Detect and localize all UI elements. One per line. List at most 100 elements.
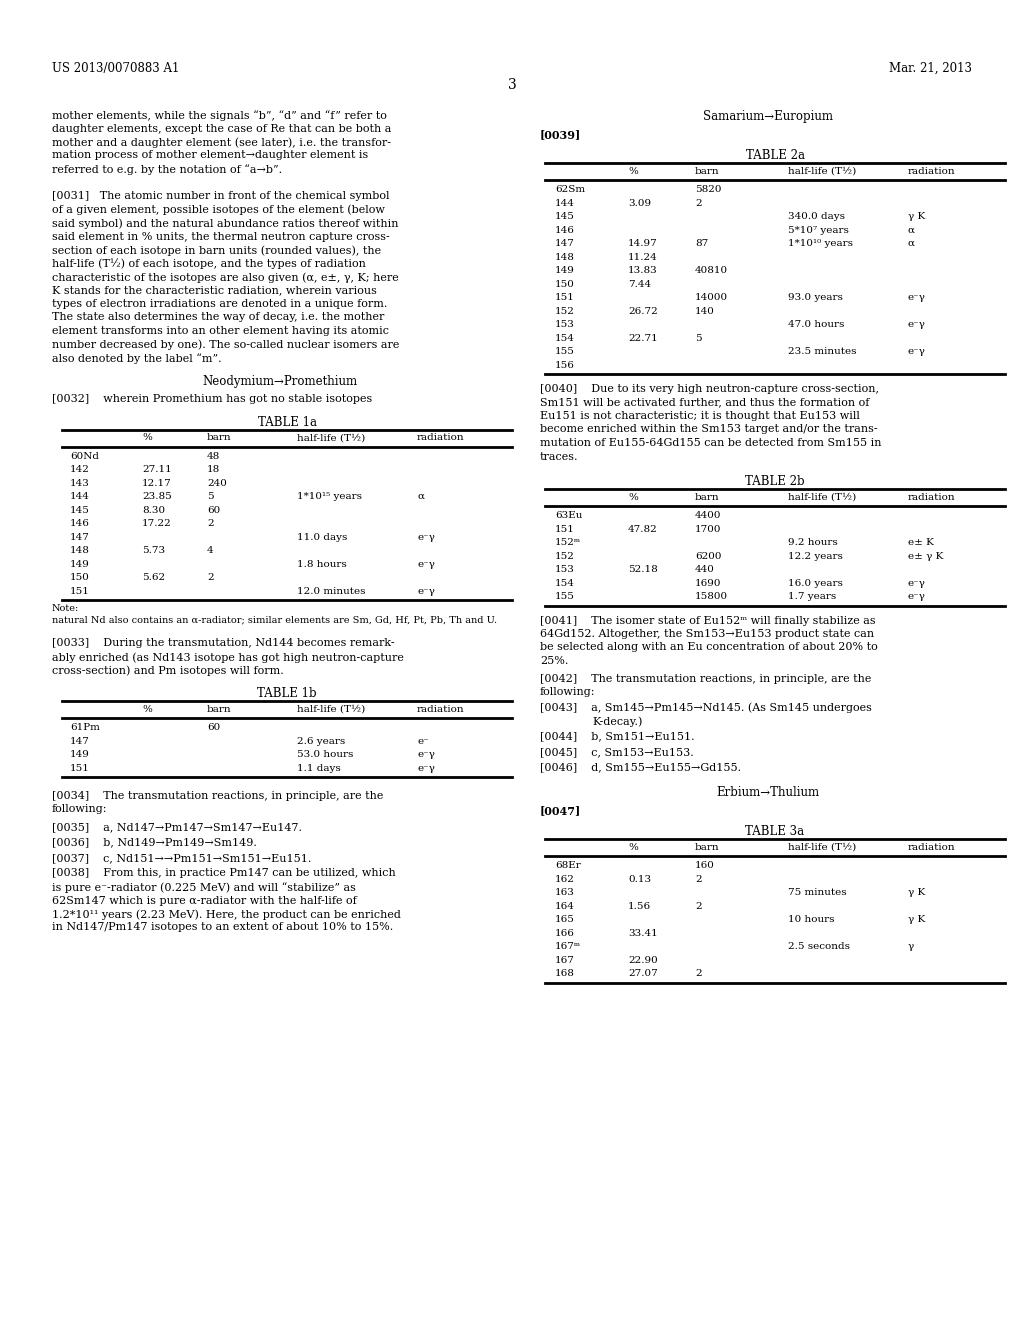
Text: referred to e.g. by the notation of “a→b”.: referred to e.g. by the notation of “a→b… [52, 164, 283, 174]
Text: Samarium→Europium: Samarium→Europium [702, 110, 833, 123]
Text: become enriched within the Sm153 target and/or the trans-: become enriched within the Sm153 target … [540, 425, 878, 434]
Text: 340.0 days: 340.0 days [788, 213, 845, 222]
Text: %: % [628, 843, 638, 851]
Text: barn: barn [695, 492, 720, 502]
Text: 153: 153 [555, 321, 574, 329]
Text: is pure e⁻-radiator (0.225 MeV) and will “stabilize” as: is pure e⁻-radiator (0.225 MeV) and will… [52, 882, 356, 892]
Text: γ K: γ K [908, 213, 926, 222]
Text: [0041]    The isomer state of Eu152ᵐ will finally stabilize as: [0041] The isomer state of Eu152ᵐ will f… [540, 615, 876, 626]
Text: half-life (T½) of each isotope, and the types of radiation: half-life (T½) of each isotope, and the … [52, 259, 366, 269]
Text: 11.24: 11.24 [628, 252, 657, 261]
Text: 26.72: 26.72 [628, 306, 657, 315]
Text: γ K: γ K [908, 915, 926, 924]
Text: 5: 5 [207, 492, 214, 502]
Text: 163: 163 [555, 888, 574, 898]
Text: %: % [142, 433, 152, 442]
Text: α: α [908, 239, 915, 248]
Text: mation process of mother element→daughter element is: mation process of mother element→daughte… [52, 150, 369, 161]
Text: 142: 142 [70, 465, 90, 474]
Text: 149: 149 [70, 560, 90, 569]
Text: [0042]    The transmutation reactions, in principle, are the: [0042] The transmutation reactions, in p… [540, 673, 871, 684]
Text: barn: barn [207, 433, 231, 442]
Text: Neodymium→Promethium: Neodymium→Promethium [202, 375, 357, 388]
Text: 143: 143 [70, 479, 90, 488]
Text: 1.7 years: 1.7 years [788, 593, 837, 601]
Text: 25%.: 25%. [540, 656, 568, 667]
Text: mother elements, while the signals “b”, “d” and “f” refer to: mother elements, while the signals “b”, … [52, 110, 387, 121]
Text: [0034]    The transmutation reactions, in principle, are the: [0034] The transmutation reactions, in p… [52, 791, 383, 801]
Text: radiation: radiation [908, 843, 955, 851]
Text: 166: 166 [555, 929, 574, 937]
Text: 33.41: 33.41 [628, 929, 657, 937]
Text: 14000: 14000 [695, 293, 728, 302]
Text: half-life (T½): half-life (T½) [297, 433, 366, 442]
Text: 48: 48 [207, 451, 220, 461]
Text: 2: 2 [207, 573, 214, 582]
Text: 23.85: 23.85 [142, 492, 172, 502]
Text: 17.22: 17.22 [142, 519, 172, 528]
Text: 22.71: 22.71 [628, 334, 657, 343]
Text: e⁻: e⁻ [417, 737, 429, 746]
Text: 148: 148 [70, 546, 90, 556]
Text: US 2013/0070883 A1: US 2013/0070883 A1 [52, 62, 179, 75]
Text: half-life (T½): half-life (T½) [788, 843, 856, 851]
Text: e⁻γ: e⁻γ [908, 578, 926, 587]
Text: 5: 5 [695, 334, 701, 343]
Text: 12.2 years: 12.2 years [788, 552, 843, 561]
Text: 147: 147 [70, 533, 90, 541]
Text: 151: 151 [70, 587, 90, 595]
Text: e⁻γ: e⁻γ [417, 560, 435, 569]
Text: 1*10¹⁵ years: 1*10¹⁵ years [297, 492, 362, 502]
Text: 75 minutes: 75 minutes [788, 888, 847, 898]
Text: 63Eu: 63Eu [555, 511, 583, 520]
Text: 60: 60 [207, 506, 220, 515]
Text: 145: 145 [555, 213, 574, 222]
Text: 151: 151 [70, 764, 90, 772]
Text: 47.0 hours: 47.0 hours [788, 321, 845, 329]
Text: 8.30: 8.30 [142, 506, 165, 515]
Text: 22.90: 22.90 [628, 956, 657, 965]
Text: radiation: radiation [908, 168, 955, 176]
Text: 18: 18 [207, 465, 220, 474]
Text: 167ᵐ: 167ᵐ [555, 942, 582, 952]
Text: 155: 155 [555, 593, 574, 601]
Text: 1.56: 1.56 [628, 902, 651, 911]
Text: [0033]    During the transmutation, Nd144 becomes remark-: [0033] During the transmutation, Nd144 b… [52, 639, 394, 648]
Text: 4: 4 [207, 546, 214, 556]
Text: 5.73: 5.73 [142, 546, 165, 556]
Text: natural Nd also contains an α-radiator; similar elements are Sm, Gd, Hf, Pt, Pb,: natural Nd also contains an α-radiator; … [52, 615, 497, 624]
Text: 2: 2 [207, 519, 214, 528]
Text: α: α [908, 226, 915, 235]
Text: 148: 148 [555, 252, 574, 261]
Text: [0036]    b, Nd149→Pm149→Sm149.: [0036] b, Nd149→Pm149→Sm149. [52, 837, 257, 847]
Text: 2.5 seconds: 2.5 seconds [788, 942, 850, 952]
Text: 1700: 1700 [695, 525, 722, 533]
Text: e⁻γ: e⁻γ [908, 293, 926, 302]
Text: 0.13: 0.13 [628, 875, 651, 884]
Text: 12.0 minutes: 12.0 minutes [297, 587, 366, 595]
Text: e⁻γ: e⁻γ [417, 764, 435, 772]
Text: 147: 147 [555, 239, 574, 248]
Text: 152: 152 [555, 552, 574, 561]
Text: 151: 151 [555, 525, 574, 533]
Text: [0047]: [0047] [540, 805, 582, 817]
Text: of a given element, possible isotopes of the element (below: of a given element, possible isotopes of… [52, 205, 385, 215]
Text: [0038]    From this, in practice Pm147 can be utilized, which: [0038] From this, in practice Pm147 can … [52, 869, 395, 879]
Text: 16.0 years: 16.0 years [788, 578, 843, 587]
Text: [0035]    a, Nd147→Pm147→Sm147→Eu147.: [0035] a, Nd147→Pm147→Sm147→Eu147. [52, 822, 302, 832]
Text: 64Gd152. Altogether, the Sm153→Eu153 product state can: 64Gd152. Altogether, the Sm153→Eu153 pro… [540, 630, 874, 639]
Text: 152ᵐ: 152ᵐ [555, 539, 582, 548]
Text: Eu151 is not characteristic; it is thought that Eu153 will: Eu151 is not characteristic; it is thoug… [540, 411, 860, 421]
Text: half-life (T½): half-life (T½) [788, 168, 856, 176]
Text: K-decay.): K-decay.) [592, 715, 642, 726]
Text: 144: 144 [70, 492, 90, 502]
Text: 147: 147 [70, 737, 90, 746]
Text: 61Pm: 61Pm [70, 723, 100, 733]
Text: 154: 154 [555, 578, 574, 587]
Text: [0043]    a, Sm145→Pm145→Nd145. (As Sm145 undergoes: [0043] a, Sm145→Pm145→Nd145. (As Sm145 u… [540, 702, 871, 713]
Text: 93.0 years: 93.0 years [788, 293, 843, 302]
Text: radiation: radiation [417, 433, 465, 442]
Text: 7.44: 7.44 [628, 280, 651, 289]
Text: types of electron irradiations are denoted in a unique form.: types of electron irradiations are denot… [52, 300, 387, 309]
Text: 164: 164 [555, 902, 574, 911]
